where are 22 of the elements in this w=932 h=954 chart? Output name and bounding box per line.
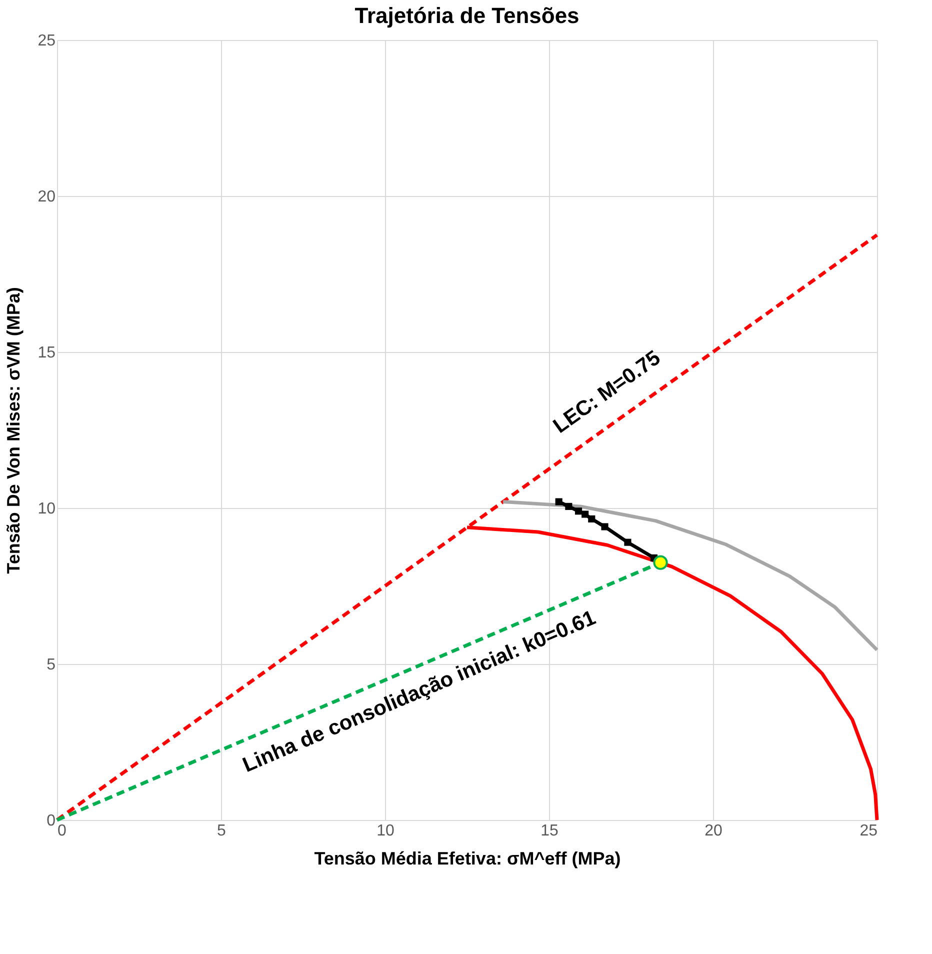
x-axis-title: Tensão Média Efetiva: σM^eff (MPa): [314, 848, 621, 868]
chart-title: Trajetória de Tensões: [354, 3, 580, 28]
y-tick-label: 20: [38, 188, 56, 206]
point: [555, 498, 562, 506]
y-tick-label: 15: [38, 344, 56, 362]
point: [653, 555, 668, 570]
point: [582, 510, 589, 518]
x-tick-label: 0: [58, 822, 66, 840]
y-axis-title: Tensão De Von Mises: σVM (MPa): [4, 287, 24, 574]
x-tick-label: 25: [860, 822, 878, 840]
point: [574, 508, 582, 515]
y-tick-label: 25: [38, 32, 56, 50]
y-tick-label: 5: [46, 656, 56, 674]
x-tick-label: 5: [217, 822, 226, 840]
point: [624, 538, 632, 546]
x-tick-label: 10: [376, 822, 394, 840]
point: [588, 515, 596, 522]
point: [565, 502, 572, 510]
x-tick-label: 15: [540, 822, 558, 840]
point: [601, 523, 608, 530]
x-tick-label: 20: [704, 822, 722, 840]
y-tick-label: 10: [38, 500, 56, 518]
